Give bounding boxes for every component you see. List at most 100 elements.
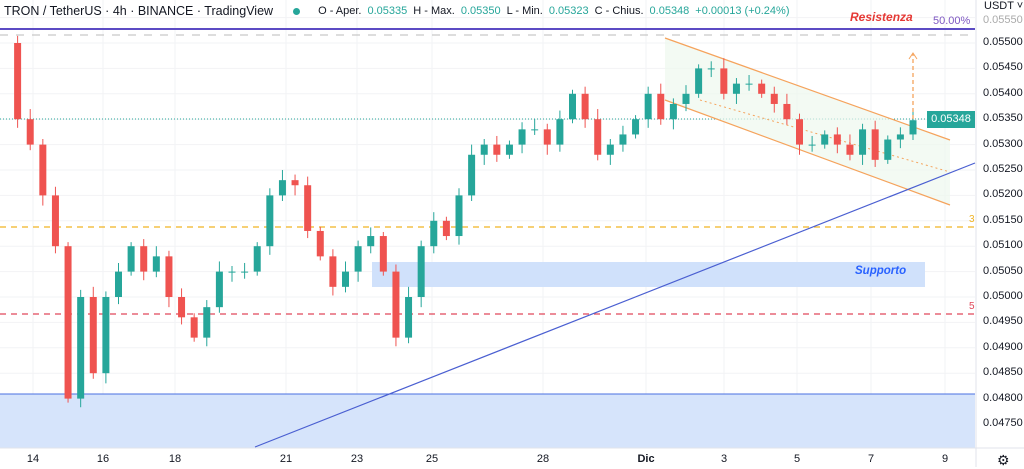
price-tick: 0.05100 [983,239,1023,252]
candle-down [543,129,551,145]
channel-bottom [664,99,951,206]
candle-up [732,83,740,94]
candle-up [505,144,513,155]
candle-down [190,317,198,338]
candle-up [695,68,703,94]
time-tick: 7 [867,453,875,465]
candle-down [846,144,854,155]
candle-up [203,307,211,338]
time-tick: 28 [536,453,550,465]
fib-percent-label: 50.00% [933,15,971,27]
candle-up [745,83,753,85]
candle-up [707,68,715,70]
candle-down [14,43,22,120]
time-tick: Dic [637,453,655,465]
candle-down [51,195,59,247]
candle-down [64,246,72,399]
candle-up [518,129,526,145]
candle-down [178,297,186,318]
candle-up [531,129,539,131]
candle-up [266,195,274,247]
time-tick: 25 [425,453,439,465]
time-tick: 3 [720,453,728,465]
grid [0,0,975,448]
candle-up [808,144,816,146]
candle-up [682,93,690,104]
candle-down [581,93,589,120]
support-label: Supporto [855,265,907,277]
candle-down [758,83,766,94]
symbol-title[interactable]: TRON / TetherUS · 4h · BINANCE · Trading… [4,4,274,18]
candle-up [909,120,917,135]
currency-selector[interactable]: USDT ˅ [984,0,1024,12]
candle-down [442,220,450,237]
candle-up [632,119,640,135]
candle-up [556,119,564,145]
candle-down [594,119,602,155]
candle-up [77,297,85,399]
candle-up [342,271,349,287]
candle-down [39,144,47,196]
candle-up [644,93,652,120]
candle-down [833,134,841,145]
candle-up [405,297,413,338]
candle-up [896,134,904,140]
candle-up [152,256,160,272]
candles [14,35,917,408]
candle-up [115,271,122,297]
candle-up [455,195,463,237]
candle-down [379,236,387,272]
target-arrow-head [908,52,918,60]
time-tick: 5 [793,453,801,465]
chart-header: TRON / TetherUS · 4h · BINANCE · Trading… [4,4,790,18]
candle-up [821,134,829,145]
candle-up [884,139,892,160]
candle-up [278,180,286,196]
price-tick: 0.05050 [983,264,1023,277]
time-tick: 16 [96,453,110,465]
time-tick: 23 [350,453,364,465]
price-tick: 0.04800 [983,391,1023,404]
current-price-tag: 0.05348 [927,111,975,128]
candle-up [480,144,488,155]
candle-down [304,185,312,231]
candle-up [354,246,362,272]
time-tick: 21 [279,453,293,465]
candle-down [770,93,778,104]
candle-down [316,230,324,257]
candle-down [165,256,173,297]
price-tick: 0.05250 [983,163,1023,175]
candle-up [430,220,438,247]
candle-up [241,271,249,273]
price-tick: 0.05500 [983,36,1023,48]
level-3-marker: 3 [969,214,975,225]
resistance-label: Resistenza [850,10,913,24]
settings-gear-icon[interactable]: ⚙ [997,452,1010,468]
candle-down [140,246,148,272]
support-zone [372,262,925,287]
candle-down [796,119,803,145]
price-tick: 0.04900 [983,340,1023,353]
level-5-marker: 5 [969,301,975,312]
price-tick: 0.05350 [983,112,1023,125]
candle-down [783,103,791,120]
price-tick: 0.05450 [983,61,1023,74]
candle-up [859,129,867,155]
candle-up [669,103,677,120]
candle-down [720,68,728,94]
price-tick: 0.05000 [983,290,1023,302]
candle-down [871,129,879,160]
uptrend-line [254,162,976,448]
candle-up [102,297,110,374]
channel-fill [665,38,950,205]
price-tick: 0.04750 [983,417,1023,429]
candle-down [392,271,400,338]
price-tick: 0.04850 [983,366,1023,379]
candle-up [468,154,476,196]
time-tick: 18 [168,453,182,465]
candle-down [26,119,34,145]
candle-down [291,180,299,186]
time-tick: 14 [26,453,40,465]
price-tick: 0.05400 [983,86,1023,99]
